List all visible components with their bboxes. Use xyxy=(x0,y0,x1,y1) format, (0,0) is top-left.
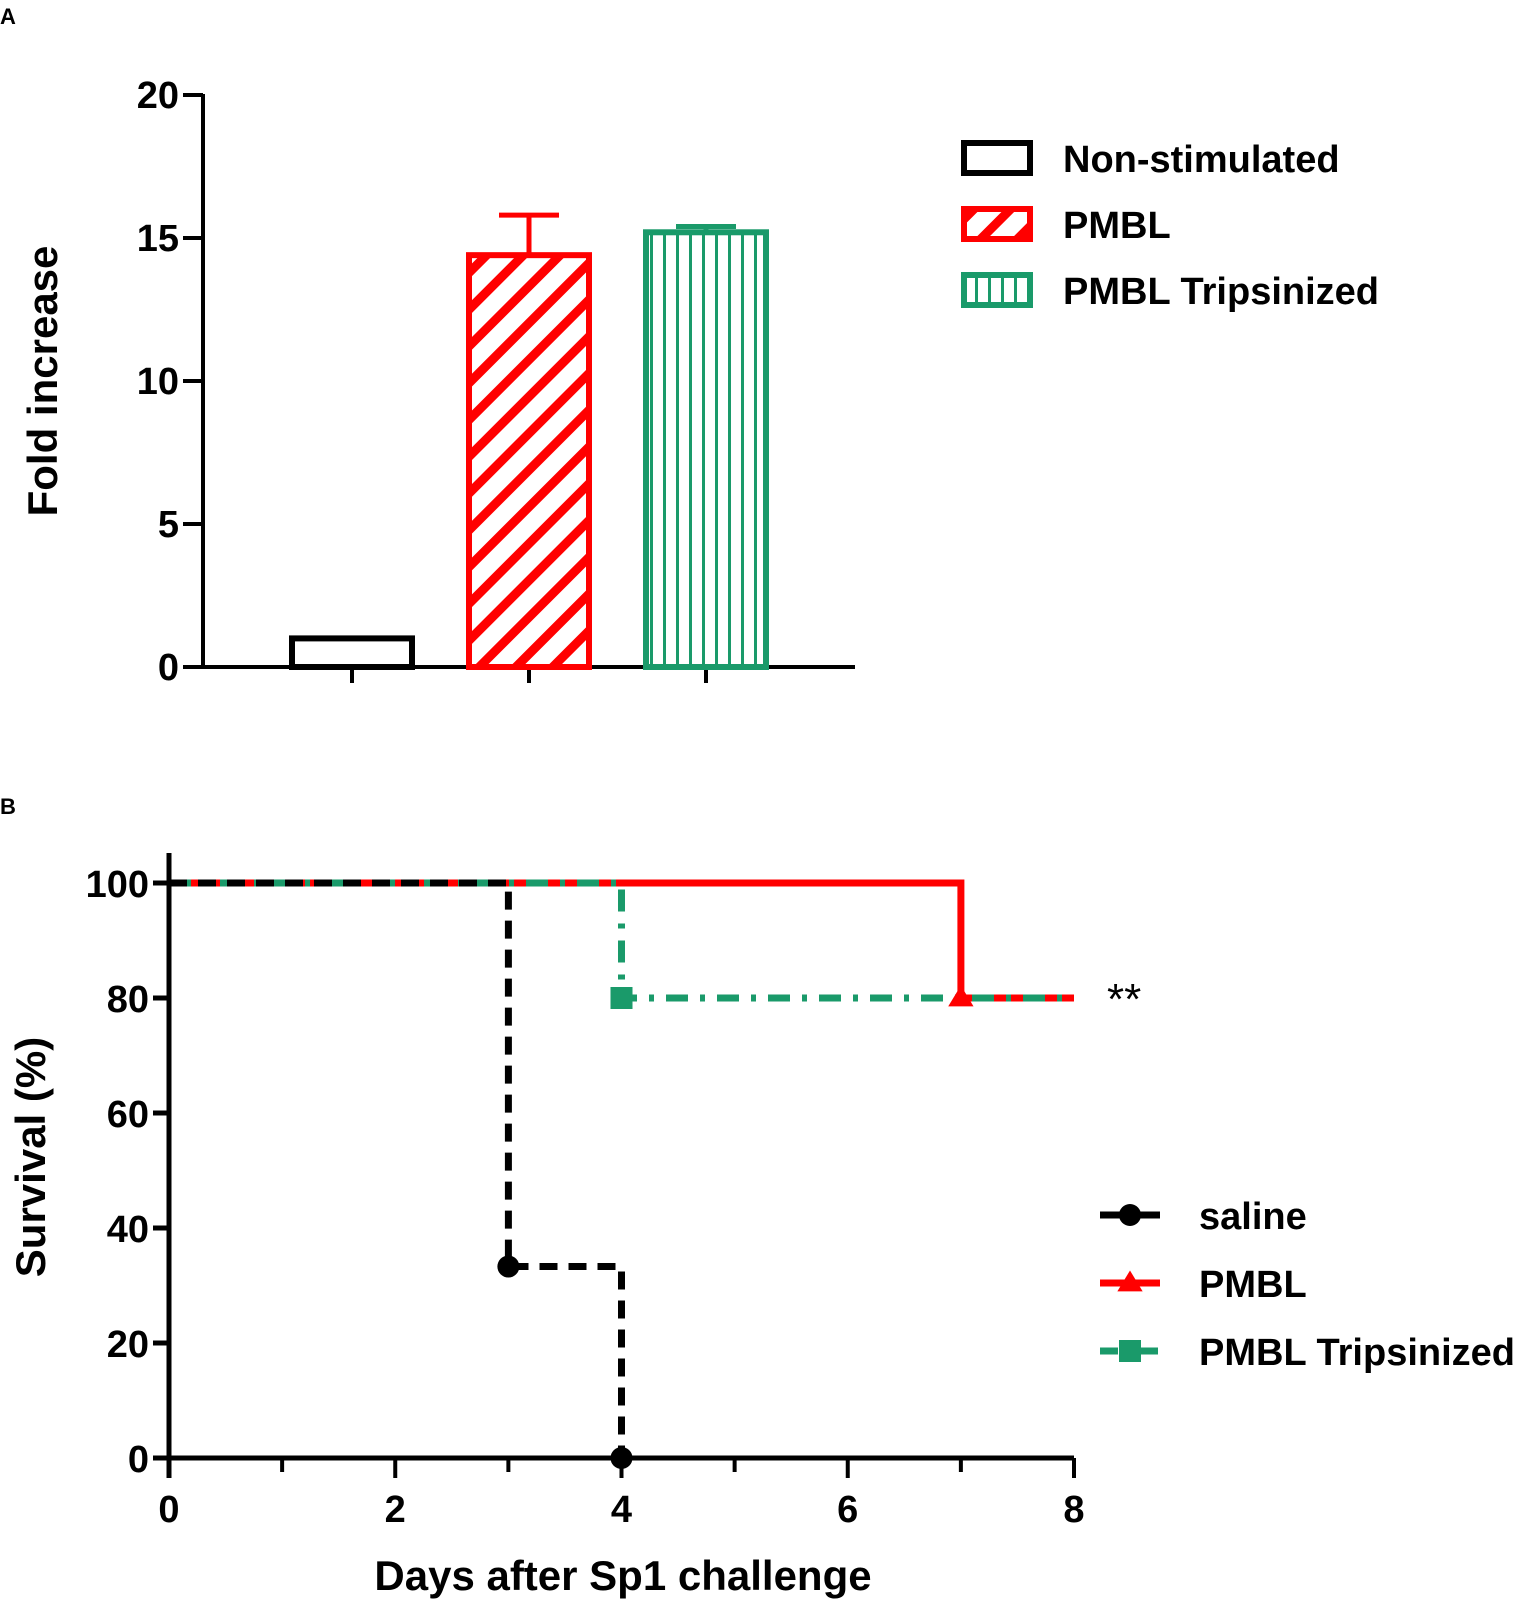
y-tick-label-b: 80 xyxy=(107,979,149,1021)
y-tick-label-a: 15 xyxy=(137,218,179,260)
y-tick-label-b: 0 xyxy=(128,1439,149,1481)
survival-line-0 xyxy=(169,879,625,1458)
y-tick-label-b: 100 xyxy=(86,864,149,906)
legend-marker-b xyxy=(1119,1340,1141,1362)
legend-label-a: Non-stimulated xyxy=(1063,139,1340,181)
y-tick-label-a: 5 xyxy=(158,504,179,546)
x-tick-label-b: 8 xyxy=(1063,1489,1084,1531)
survival-chart-panel-b: Survival (%) Days after Sp1 challenge **… xyxy=(7,853,1515,1599)
y-tick-label-b: 20 xyxy=(107,1324,149,1366)
legend-swatch-a xyxy=(961,140,1033,176)
data-point-2 xyxy=(610,987,633,1009)
legend-label-b: saline xyxy=(1199,1196,1307,1238)
legend-swatch-a xyxy=(961,206,1033,242)
x-tick-label-b: 2 xyxy=(385,1489,406,1531)
panel-label-b: B xyxy=(0,794,16,819)
y-tick-label-b: 60 xyxy=(107,1094,149,1136)
x-axis-title-b: Days after Sp1 challenge xyxy=(374,1552,871,1599)
data-point-1 xyxy=(948,985,974,1007)
legend-label-a: PMBL xyxy=(1063,205,1171,247)
data-point-0 xyxy=(610,1447,633,1469)
x-tick-label-b: 0 xyxy=(158,1489,179,1531)
panel-label-a: A xyxy=(0,4,16,29)
bar-1 xyxy=(289,635,415,671)
legend-marker-b xyxy=(1119,1204,1141,1226)
legend-marker-b xyxy=(1117,1270,1143,1292)
bar-3 xyxy=(643,229,769,670)
x-tick-label-b: 6 xyxy=(837,1489,858,1531)
survival-line-2 xyxy=(169,879,1074,1002)
y-axis-title-a: Fold increase xyxy=(19,246,66,517)
x-tick-label-b: 4 xyxy=(611,1489,632,1531)
significance-annotation: ** xyxy=(1107,975,1141,1024)
data-point-0 xyxy=(497,1255,520,1278)
legend-label-b: PMBL xyxy=(1199,1264,1307,1306)
legend-label-a: PMBL Tripsinized xyxy=(1063,271,1379,313)
y-tick-label-a: 20 xyxy=(137,75,179,117)
y-axis-title-b: Survival (%) xyxy=(7,1037,54,1277)
y-tick-label-b: 40 xyxy=(107,1209,149,1251)
legend-label-b: PMBL Tripsinized xyxy=(1199,1332,1515,1374)
bar-2 xyxy=(466,252,592,670)
y-tick-label-a: 10 xyxy=(137,361,179,403)
legend-swatch-a xyxy=(961,272,1033,308)
y-tick-label-a: 0 xyxy=(158,647,179,689)
bar-chart-panel-a: Fold increase 0 5 10 15 20 Non-stimulated PMBL… xyxy=(19,75,1379,689)
